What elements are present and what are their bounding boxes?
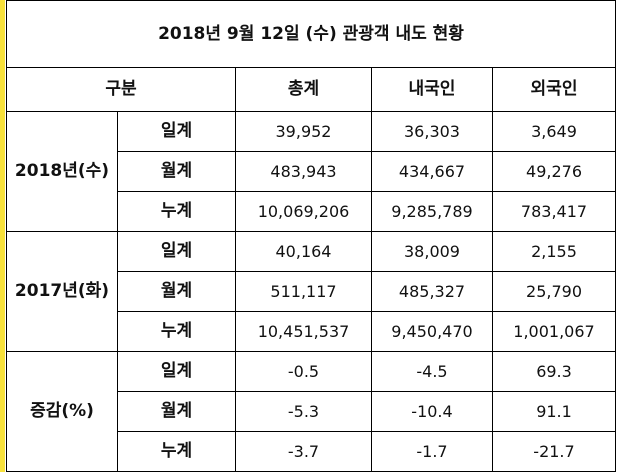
domestic-cell[interactable]: 9,450,470 xyxy=(371,311,493,352)
row-type-cell[interactable]: 누계 xyxy=(117,191,236,232)
row-type-cell[interactable]: 일계 xyxy=(117,111,236,152)
header-category[interactable]: 구분 xyxy=(6,67,236,112)
foreign-cell[interactable]: 2,155 xyxy=(491,231,617,272)
foreign-cell[interactable]: 69.3 xyxy=(491,351,617,392)
foreign-cell[interactable]: -21.7 xyxy=(491,431,617,472)
domestic-cell[interactable]: -4.5 xyxy=(371,351,493,392)
foreign-cell[interactable]: 3,649 xyxy=(491,111,617,152)
foreign-cell[interactable]: 1,001,067 xyxy=(491,311,617,352)
row-type-cell[interactable]: 일계 xyxy=(117,231,236,272)
header-foreign[interactable]: 외국인 xyxy=(491,67,617,112)
foreign-cell[interactable]: 783,417 xyxy=(491,191,617,232)
header-domestic[interactable]: 내국인 xyxy=(371,67,493,112)
domestic-cell[interactable]: -1.7 xyxy=(371,431,493,472)
domestic-cell[interactable]: 9,285,789 xyxy=(371,191,493,232)
row-type-cell[interactable]: 월계 xyxy=(117,151,236,192)
row-type-cell[interactable]: 월계 xyxy=(117,391,236,432)
total-cell[interactable]: -0.5 xyxy=(235,351,372,392)
table-title[interactable]: 2018년 9월 12일 (수) 관광객 내도 현황 xyxy=(5,0,617,68)
row-type-cell[interactable]: 일계 xyxy=(117,351,236,392)
total-cell[interactable]: 511,117 xyxy=(235,271,372,312)
tourist-arrival-table: 2018년 9월 12일 (수) 관광객 내도 현황 구분 총계 내국인 외국인… xyxy=(5,0,617,472)
header-total[interactable]: 총계 xyxy=(235,67,372,112)
total-cell[interactable]: 10,451,537 xyxy=(235,311,372,352)
domestic-cell[interactable]: -10.4 xyxy=(371,391,493,432)
foreign-cell[interactable]: 91.1 xyxy=(491,391,617,432)
row-type-cell[interactable]: 누계 xyxy=(117,311,236,352)
total-cell[interactable]: 483,943 xyxy=(235,151,372,192)
total-cell[interactable]: 39,952 xyxy=(235,111,372,152)
row-type-cell[interactable]: 월계 xyxy=(117,271,236,312)
foreign-cell[interactable]: 49,276 xyxy=(491,151,617,192)
domestic-cell[interactable]: 434,667 xyxy=(371,151,493,192)
group-label-2017[interactable]: 2017년(화) xyxy=(6,231,118,352)
group-label-change[interactable]: 증감(%) xyxy=(6,351,118,472)
selection-highlight-strip xyxy=(0,0,5,472)
domestic-cell[interactable]: 36,303 xyxy=(371,111,493,152)
domestic-cell[interactable]: 38,009 xyxy=(371,231,493,272)
total-cell[interactable]: 10,069,206 xyxy=(235,191,372,232)
group-label-2018[interactable]: 2018년(수) xyxy=(6,111,118,232)
total-cell[interactable]: -5.3 xyxy=(235,391,372,432)
domestic-cell[interactable]: 485,327 xyxy=(371,271,493,312)
total-cell[interactable]: -3.7 xyxy=(235,431,372,472)
total-cell[interactable]: 40,164 xyxy=(235,231,372,272)
foreign-cell[interactable]: 25,790 xyxy=(491,271,617,312)
row-type-cell[interactable]: 누계 xyxy=(117,431,236,472)
